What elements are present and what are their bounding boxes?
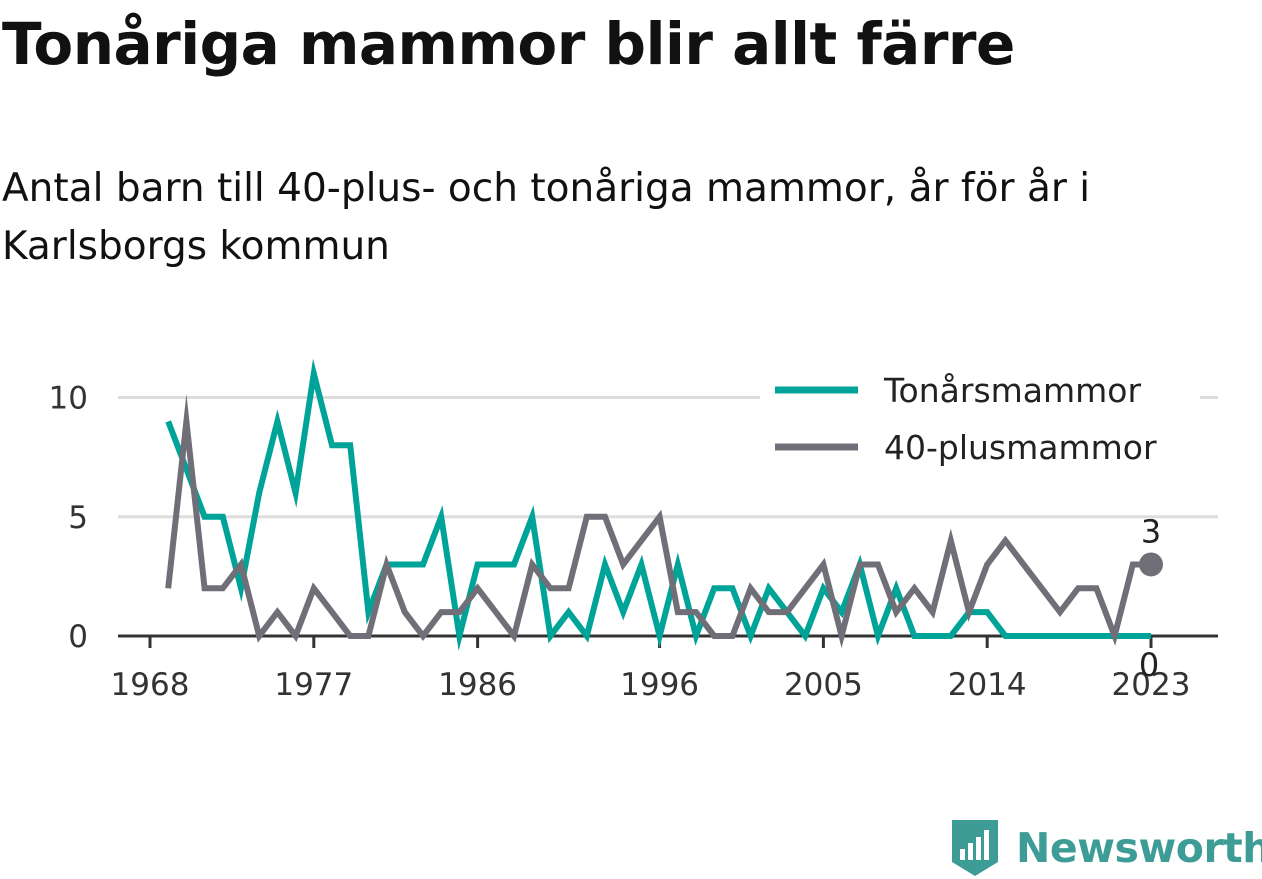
brand-logo: Newsworthy xyxy=(950,818,1262,878)
series-line-tonarsmammor xyxy=(165,358,1151,652)
x-tick-label: 2014 xyxy=(948,667,1027,703)
x-tick-label: 2023 xyxy=(1112,667,1191,703)
x-tick-label: 2005 xyxy=(784,667,863,703)
newsworthy-logo-icon xyxy=(952,820,998,876)
end-label-40-plusmammor: 3 xyxy=(1141,512,1161,550)
x-tick-label: 1996 xyxy=(620,667,699,703)
x-tick-label: 1968 xyxy=(111,667,190,703)
end-point-marker xyxy=(1139,552,1163,577)
y-tick-label: 10 xyxy=(49,381,88,417)
series-line-40-plusmammor xyxy=(165,393,1151,649)
x-tick-label: 1986 xyxy=(438,667,517,703)
brand-name: Newsworthy xyxy=(1016,824,1262,872)
x-tick-label: 1977 xyxy=(274,667,353,703)
y-tick-label: 0 xyxy=(68,619,88,655)
end-label-tonarsmammor: 0 xyxy=(1139,646,1159,684)
y-tick-label: 5 xyxy=(68,500,88,536)
chart-title: Tonåriga mammor blir allt färre xyxy=(2,10,1015,78)
legend-label-40-plusmammor: 40-plusmammor xyxy=(884,428,1157,467)
legend-label-tonarsmammor: Tonårsmammor xyxy=(883,371,1141,410)
legend-background xyxy=(760,362,1200,480)
chart-subtitle: Antal barn till 40-plus- och tonåriga ma… xyxy=(2,166,1091,269)
